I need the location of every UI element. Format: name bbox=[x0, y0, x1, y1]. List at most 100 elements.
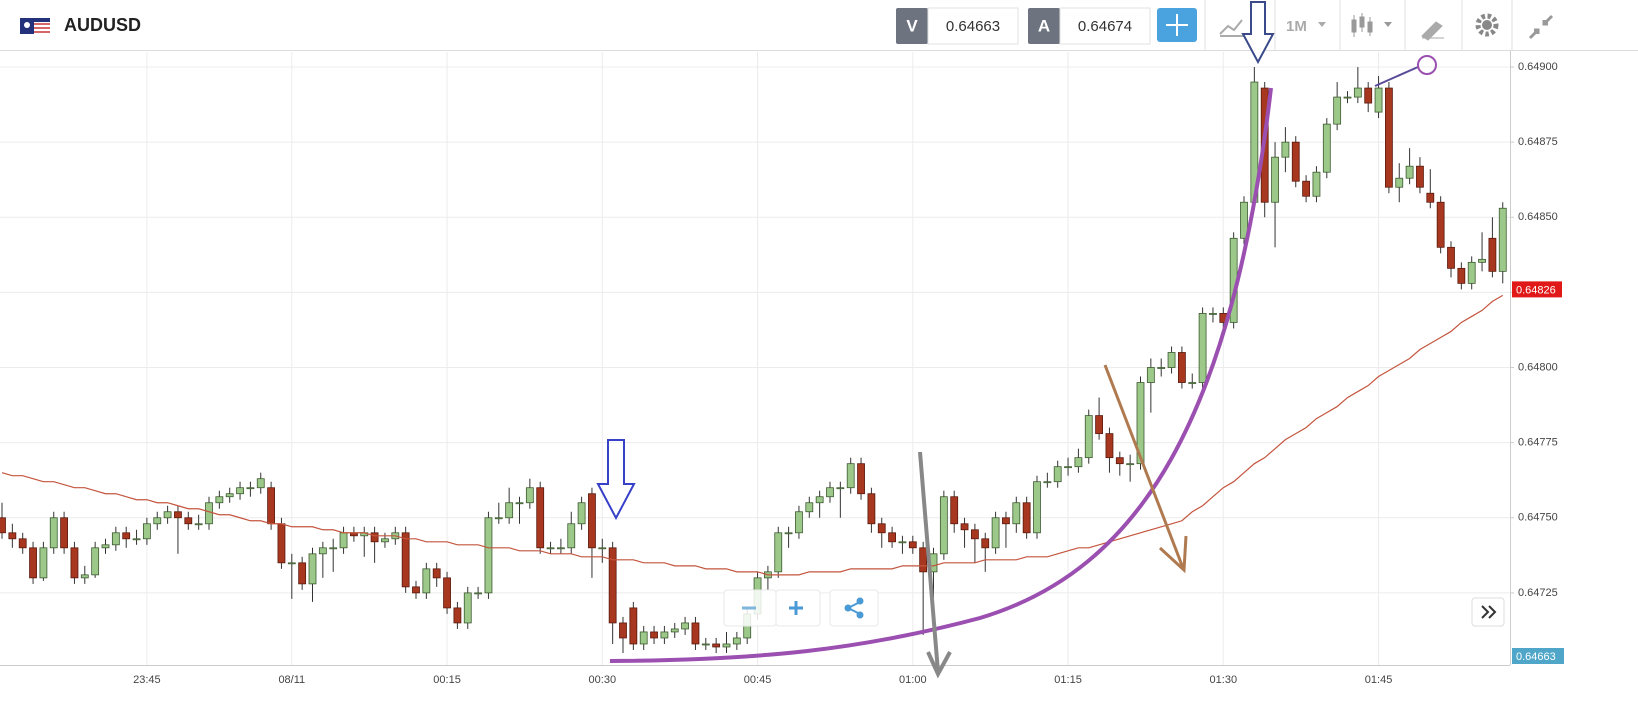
candle-body bbox=[670, 628, 679, 633]
candle-body bbox=[1447, 246, 1455, 269]
candle-icon[interactable] bbox=[1351, 13, 1373, 37]
y-tick-label: 0.64725 bbox=[1518, 587, 1558, 599]
plot-area bbox=[0, 52, 1514, 665]
candle-body bbox=[318, 547, 327, 555]
x-tick-label: 23:45 bbox=[133, 674, 161, 686]
candle-body bbox=[1374, 87, 1383, 113]
dropdown bbox=[1318, 22, 1326, 27]
timeframe[interactable]: 1M bbox=[1286, 18, 1307, 35]
candle-body bbox=[401, 532, 410, 588]
candle-body bbox=[1436, 201, 1445, 248]
candle-body bbox=[494, 517, 503, 520]
candle-body bbox=[422, 568, 431, 594]
candle-body bbox=[205, 502, 213, 525]
candle-body bbox=[225, 493, 234, 498]
candle-body bbox=[1426, 192, 1435, 203]
candle-body bbox=[1033, 481, 1041, 534]
candle-body bbox=[588, 493, 596, 549]
double-arrow-icon bbox=[1481, 605, 1497, 619]
settings-hub bbox=[1482, 20, 1492, 30]
candle-body bbox=[567, 523, 576, 549]
candle-body bbox=[898, 541, 907, 544]
buy-price: 0.64674 bbox=[1078, 18, 1132, 35]
candle-body bbox=[805, 502, 814, 513]
candle-body bbox=[298, 562, 307, 585]
candle-body bbox=[101, 544, 110, 549]
candle-body bbox=[950, 496, 959, 525]
candle-body bbox=[163, 511, 172, 519]
y-tick-label: 0.64750 bbox=[1518, 512, 1558, 524]
sell-price: 0.64663 bbox=[946, 18, 1000, 35]
candle-body bbox=[1157, 367, 1166, 369]
candle-body bbox=[70, 547, 79, 579]
candle-body bbox=[867, 493, 876, 525]
candle-body bbox=[142, 523, 151, 540]
settings-icon[interactable] bbox=[1475, 13, 1499, 37]
x-tick-label: 01:00 bbox=[899, 674, 927, 686]
candle-body bbox=[712, 643, 721, 648]
candle-body bbox=[1467, 261, 1476, 284]
candle-body bbox=[236, 487, 244, 495]
draw-icon[interactable] bbox=[1421, 21, 1444, 41]
y-tick-label: 0.64800 bbox=[1518, 361, 1558, 373]
candle-body bbox=[153, 517, 162, 525]
candle-body bbox=[991, 517, 1000, 549]
chart-type-icon[interactable] bbox=[1219, 19, 1244, 37]
sell-button[interactable] bbox=[896, 8, 928, 44]
sell-price-box bbox=[927, 7, 1019, 45]
collapse-icon[interactable] bbox=[1528, 14, 1554, 40]
candle-body bbox=[908, 541, 917, 549]
flag bbox=[20, 18, 50, 34]
candle-body bbox=[18, 538, 27, 549]
header-bg bbox=[0, 0, 1638, 50]
header: AUDUSD V 0.64663 A 0.64674 1M bbox=[0, 0, 1638, 51]
curve-annotation bbox=[609, 87, 1273, 663]
candle-body bbox=[8, 532, 17, 540]
candle-body bbox=[1333, 96, 1342, 125]
candle-body bbox=[1240, 201, 1248, 239]
candle-body bbox=[277, 523, 286, 564]
x-tick-label: 01:45 bbox=[1365, 674, 1393, 686]
y-tick-label: 0.64900 bbox=[1518, 61, 1558, 73]
candle-body bbox=[256, 478, 265, 489]
candle-body bbox=[463, 592, 472, 624]
candle-body bbox=[1074, 457, 1083, 468]
candle-body bbox=[484, 517, 493, 594]
share-button[interactable] bbox=[829, 589, 879, 627]
candle-body bbox=[515, 502, 524, 505]
candle-body bbox=[246, 487, 255, 490]
candle-body bbox=[877, 523, 886, 534]
candle-body bbox=[174, 511, 182, 519]
candle-body bbox=[691, 622, 700, 645]
candle-body bbox=[888, 532, 896, 543]
candle-body bbox=[608, 547, 617, 624]
y-tick-label: 0.64875 bbox=[1518, 136, 1558, 148]
x-tick-label: 00:15 bbox=[433, 674, 461, 686]
candle-body bbox=[971, 529, 979, 540]
candle-body bbox=[857, 463, 865, 495]
y-tick-label: 0.64850 bbox=[1518, 211, 1558, 223]
candle-body bbox=[329, 547, 338, 550]
last-price-label: 0.64826 bbox=[1516, 284, 1556, 296]
candle-body bbox=[194, 523, 203, 526]
buy-button[interactable] bbox=[1028, 8, 1060, 44]
candle-body bbox=[184, 517, 193, 525]
candle-body bbox=[598, 547, 607, 550]
candle-body bbox=[1395, 177, 1404, 188]
candle-body bbox=[1105, 433, 1114, 459]
candle-body bbox=[215, 496, 224, 504]
candle-body bbox=[1271, 156, 1279, 203]
arrow-annotation bbox=[596, 439, 636, 521]
x-tick-label: 00:45 bbox=[744, 674, 772, 686]
candle-body bbox=[1343, 96, 1352, 99]
sell-label: V bbox=[906, 16, 918, 35]
candle-body bbox=[650, 631, 658, 639]
candle-body bbox=[91, 547, 100, 576]
candle-body bbox=[1002, 517, 1010, 525]
candle-body bbox=[1126, 463, 1135, 466]
buy-label: A bbox=[1038, 16, 1050, 35]
candle-body bbox=[681, 622, 689, 630]
candle-body bbox=[505, 502, 514, 519]
candle-body bbox=[1146, 367, 1155, 383]
